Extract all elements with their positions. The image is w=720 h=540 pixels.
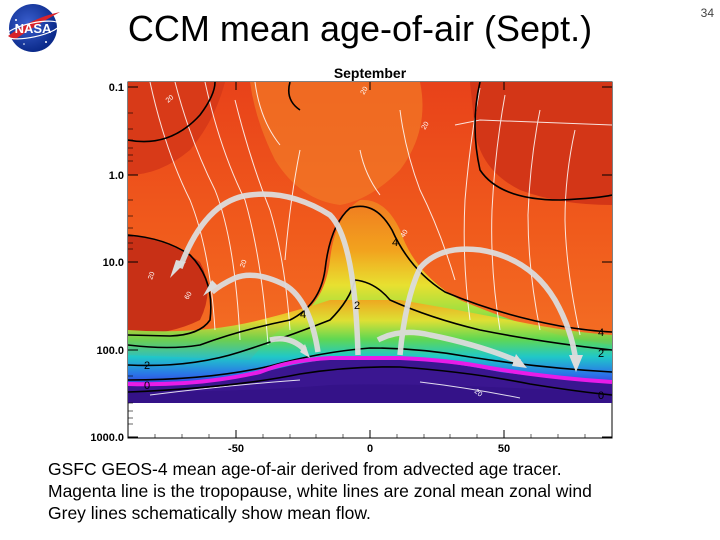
y-tick-label: 100.0 bbox=[96, 345, 124, 357]
caption-line: Magenta line is the tropopause, white li… bbox=[48, 481, 592, 501]
y-tick-label: 10.0 bbox=[103, 257, 124, 269]
age-label-right-2: 2 bbox=[598, 348, 604, 360]
y-tick-label: 0.1 bbox=[109, 82, 124, 94]
age-label-mid-4: 4 bbox=[300, 309, 306, 321]
wind-label: 20 bbox=[473, 388, 484, 398]
slide-title: CCM mean age-of-air (Sept.) bbox=[127, 8, 593, 49]
age-label-mid-2: 2 bbox=[354, 300, 360, 312]
page-number: 34 bbox=[700, 6, 714, 20]
wind-label: 60 bbox=[184, 291, 194, 301]
age-label-right-4: 4 bbox=[598, 327, 604, 339]
age-label-left-0: 0 bbox=[144, 380, 150, 392]
wind-label: 20 bbox=[165, 94, 176, 104]
age-label-right-0: 0 bbox=[598, 390, 604, 402]
x-tick-labels: -50 0 50 bbox=[228, 443, 510, 455]
wind-label: 20 bbox=[360, 86, 370, 96]
wind-label: 20 bbox=[147, 271, 156, 281]
y-tick-label: 1.0 bbox=[109, 170, 124, 182]
x-axis-ticks bbox=[154, 82, 586, 438]
heatmap-field: 20 20 40 20 20 20 60 20 bbox=[128, 82, 612, 403]
age-contours bbox=[128, 82, 612, 396]
wind-label: 20 bbox=[421, 121, 431, 131]
wind-label: 40 bbox=[400, 229, 410, 239]
caption: GSFC GEOS-4 mean age-of-air derived from… bbox=[48, 458, 708, 524]
x-tick-label: -50 bbox=[228, 443, 244, 455]
y-tick-labels: 0.1 1.0 10.0 100.0 1000.0 bbox=[90, 82, 124, 444]
caption-line: GSFC GEOS-4 mean age-of-air derived from… bbox=[48, 459, 562, 479]
logo-text: NASA bbox=[15, 21, 52, 36]
y-axis-ticks bbox=[128, 86, 612, 438]
nasa-logo: NASA bbox=[5, 4, 61, 52]
age-label-top-4: 4 bbox=[392, 237, 398, 249]
age-label-left-2: 2 bbox=[144, 360, 150, 372]
wind-contour-labels: 20 20 40 20 20 20 60 20 bbox=[147, 86, 483, 399]
tropopause-line bbox=[128, 356, 612, 387]
mean-flow-arrows bbox=[177, 191, 579, 365]
wind-label: 20 bbox=[239, 259, 248, 269]
age-contour-labels: 2 0 4 2 4 2 0 4 bbox=[144, 237, 604, 402]
x-tick-label: 0 bbox=[367, 443, 373, 455]
caption-line: Grey lines schematically show mean flow. bbox=[48, 503, 371, 523]
flow-arrowheads bbox=[170, 260, 583, 372]
y-tick-label: 1000.0 bbox=[90, 432, 124, 444]
x-tick-label: 50 bbox=[498, 443, 510, 455]
chart-title: September bbox=[334, 65, 407, 81]
